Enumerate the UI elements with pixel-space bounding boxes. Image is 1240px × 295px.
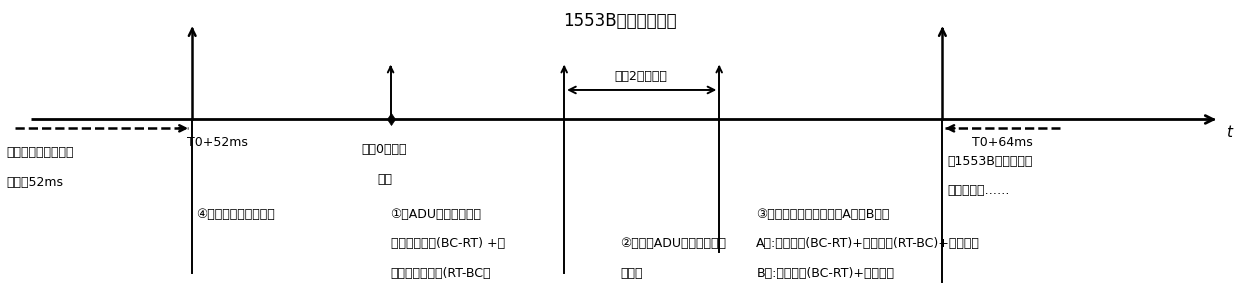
Text: ④读取下位机遥测数据: ④读取下位机遥测数据 <box>196 208 275 221</box>
Text: 处理: 处理 <box>377 173 392 186</box>
Text: ①向ADU发送消息帧：: ①向ADU发送消息帧： <box>391 208 481 221</box>
Text: 延时2个单消息: 延时2个单消息 <box>615 70 667 83</box>
Text: t: t <box>1226 125 1231 140</box>
Text: 控制指令消息(BC-RT) +闭: 控制指令消息(BC-RT) +闭 <box>391 237 505 250</box>
Text: T0+64ms: T0+64ms <box>972 136 1032 149</box>
Text: 在1553B总线上开始: 在1553B总线上开始 <box>947 155 1033 168</box>
Text: 距上一次帧发送，至: 距上一次帧发送，至 <box>6 146 73 159</box>
Text: 传输消息帧……: 传输消息帧…… <box>947 184 1009 197</box>
Text: 1553B总线管理任务: 1553B总线管理任务 <box>563 12 677 30</box>
Text: A类:遥控指令(BC-RT)+遥测数据(RT-BC)+勤务指令: A类:遥控指令(BC-RT)+遥测数据(RT-BC)+勤务指令 <box>756 237 981 250</box>
Text: ③向下位机发送消息帧（A类或B类）: ③向下位机发送消息帧（A类或B类） <box>756 208 890 221</box>
Text: 总线0级故障: 总线0级故障 <box>362 143 407 156</box>
Text: 环反馈数据数据(RT-BC）: 环反馈数据数据(RT-BC） <box>391 267 491 280</box>
Text: B类:重要数据(BC-RT)+勤务指令: B类:重要数据(BC-RT)+勤务指令 <box>756 267 894 280</box>
Text: 少间隔52ms: 少间隔52ms <box>6 176 63 189</box>
Text: ②读取从ADU返回的闭环反: ②读取从ADU返回的闭环反 <box>620 237 725 250</box>
Text: T0+52ms: T0+52ms <box>186 136 248 149</box>
Text: 馈数据: 馈数据 <box>620 267 642 280</box>
